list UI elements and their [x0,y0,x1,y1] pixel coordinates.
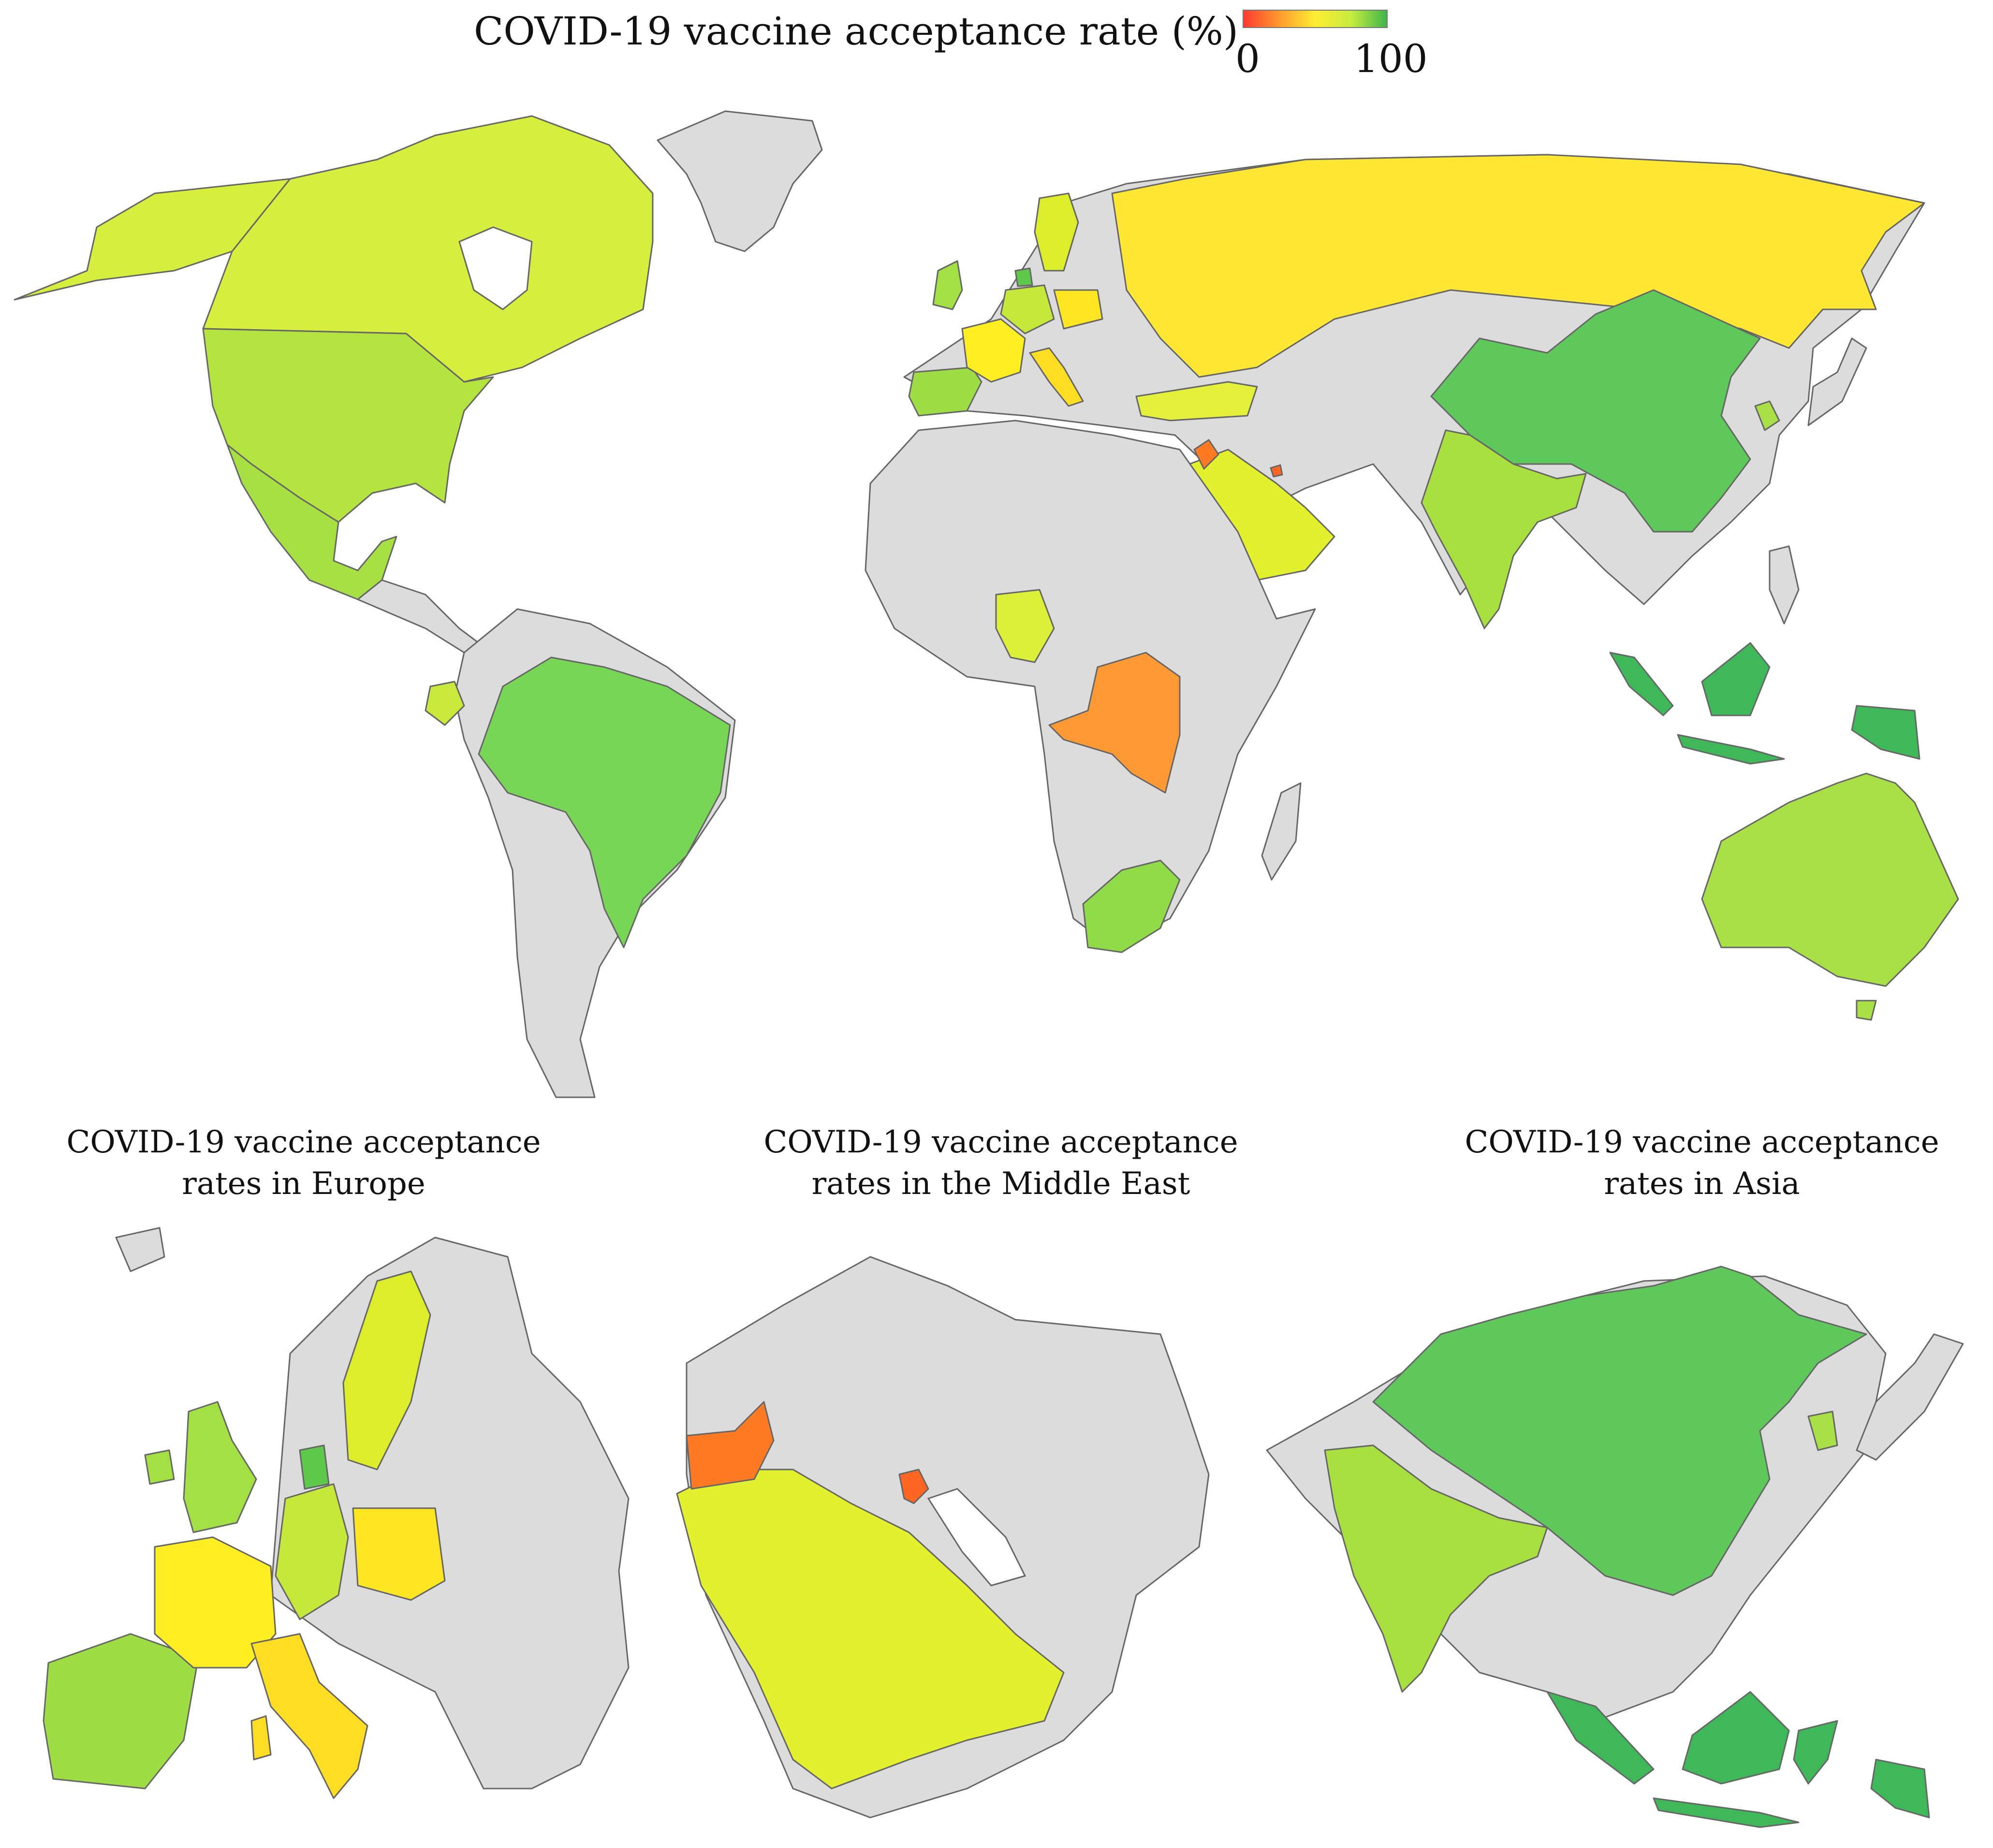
legend-min-label: 0 [1235,36,1260,81]
asia-panel-map [1266,1266,1964,1828]
indonesia-shape-sumatra [1609,652,1674,716]
europe-panel-uk [183,1401,257,1533]
map-title: COVID-19 vaccine acceptance rate (%) [474,9,1239,54]
asia-panel-indonesia-java [1653,1797,1800,1828]
legend-max-label: 100 [1354,36,1428,81]
europe-panel-title: COVID-19 vaccine acceptance rates in Eur… [38,1121,570,1205]
madagascar-shape [1261,782,1302,881]
uk-shape [932,260,963,310]
europe-panel-iceland [115,1227,165,1272]
philippines-shape [1769,545,1800,625]
asia-panel-india [1324,1444,1548,1693]
europe-panel-sweden [342,1270,431,1470]
mideast-panel-jordan [686,1401,775,1490]
turkey-shape [1135,381,1258,422]
indonesia-shape-java [1677,734,1785,765]
europe-panel-sardinia [250,1715,272,1761]
poland-shape [1053,289,1103,330]
mideast-panel-saudi-arabia [676,1469,1065,1790]
sweden-shape [1034,192,1079,272]
mideast-panel-title: COVID-19 vaccine acceptance rates in the… [735,1121,1267,1205]
africa-shape [865,420,1316,948]
south-africa-shape [1082,859,1181,953]
indonesia-shape-borneo [1701,642,1771,716]
asia-panel-indonesia-sulawesi [1793,1720,1838,1785]
europe-panel-ireland [144,1449,175,1485]
dr-congo-shape [1048,652,1181,794]
asia-panel-japan [1856,1333,1964,1461]
europe-panel-map [43,1227,630,1799]
mideast-panel-map [676,1256,1210,1819]
mexico-shape [226,444,397,600]
world-map [14,110,1959,1098]
asia-panel-indonesia-papua [1870,1759,1930,1819]
europe-panel-italy [250,1633,368,1799]
central-america-shape [357,579,480,654]
asia-title-line1: COVID-19 vaccine acceptance [1465,1124,1939,1160]
legend-color-bar [1243,10,1388,28]
mideast-panel-kuwait [898,1469,929,1504]
brazil-shape [478,656,731,948]
italy-shape [1029,347,1084,407]
asia-panel-indonesia-borneo [1682,1691,1790,1785]
jordan-shape [1193,439,1219,470]
hudson-bay [458,226,533,310]
kuwait-shape [1270,464,1283,478]
mideast-title-line2: rates in the Middle East [811,1166,1190,1202]
germany-shape [1000,284,1055,335]
france-shape [961,318,1026,383]
europe-panel-spain [43,1633,199,1790]
indonesia-shape-papua [1851,705,1920,760]
tasmania-shape [1856,1000,1877,1021]
south-korea-shape [1754,400,1780,431]
mideast-panel-gulf [927,1488,1026,1586]
europe-title-line1: COVID-19 vaccine acceptance [66,1124,541,1160]
europe-panel-poland [352,1507,446,1601]
mideast-title-line1: COVID-19 vaccine acceptance [763,1124,1238,1160]
australia-shape [1701,772,1959,987]
asia-panel-title: COVID-19 vaccine acceptance rates in Asi… [1436,1121,1968,1205]
ecuador-shape [425,681,465,726]
greenland-shape [657,110,823,252]
india-shape [1421,429,1587,629]
denmark-shape [1014,267,1033,287]
nigeria-shape [995,589,1055,663]
asia-panel-china [1372,1266,1867,1596]
china-shape [1430,289,1761,533]
asia-title-line2: rates in Asia [1604,1166,1800,1202]
europe-panel-germany [275,1483,349,1620]
europe-panel-denmark [299,1444,330,1490]
asia-panel-south-korea [1807,1411,1838,1451]
europe-title-line2: rates in Europe [182,1166,425,1202]
japan-shape [1807,337,1867,426]
asia-panel-indonesia-sumatra [1546,1691,1655,1785]
